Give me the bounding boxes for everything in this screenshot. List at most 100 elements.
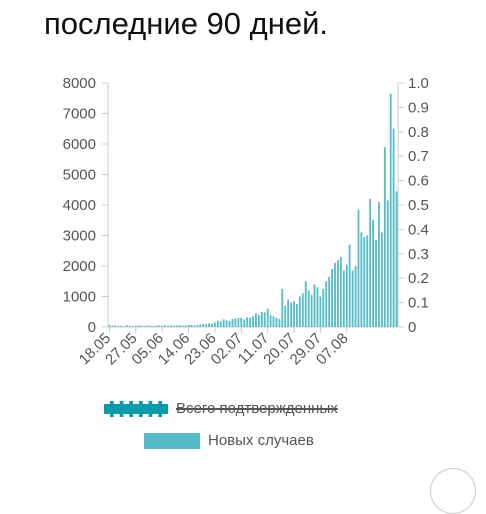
bar bbox=[114, 325, 117, 327]
y-tick-label: 6000 bbox=[63, 136, 96, 153]
bar bbox=[164, 325, 167, 327]
bar bbox=[293, 301, 295, 327]
bar bbox=[357, 209, 360, 327]
y2-tick-label: 0.8 bbox=[408, 124, 429, 141]
bar-chart: 0 1000 2000 3000 4000 5000 6000 7000 8000 0 0.1 0.2… bbox=[63, 75, 429, 368]
bar bbox=[339, 256, 342, 327]
bar bbox=[269, 314, 272, 327]
bar bbox=[322, 288, 325, 328]
bar bbox=[129, 325, 131, 327]
bar bbox=[243, 319, 246, 328]
bar bbox=[222, 319, 225, 328]
y-tick-label: 7000 bbox=[63, 106, 96, 123]
bar bbox=[187, 325, 190, 327]
bar bbox=[146, 325, 149, 327]
bar bbox=[108, 325, 111, 327]
y-tick-label: 1000 bbox=[63, 289, 96, 306]
legend-swatch-new bbox=[144, 432, 200, 449]
bar bbox=[389, 93, 392, 327]
bar bbox=[205, 324, 208, 327]
bar bbox=[313, 284, 316, 327]
bar bbox=[281, 288, 284, 328]
y-tick-label: 8000 bbox=[63, 75, 96, 92]
bar bbox=[184, 325, 187, 327]
bar bbox=[199, 324, 202, 327]
bar bbox=[158, 325, 161, 327]
bar bbox=[219, 321, 222, 327]
bar bbox=[228, 320, 231, 327]
bar bbox=[290, 302, 292, 327]
bar bbox=[111, 325, 114, 327]
bar bbox=[307, 290, 310, 327]
bar bbox=[392, 128, 395, 327]
y2-tick-label: 0.9 bbox=[408, 99, 429, 116]
bar bbox=[260, 311, 263, 327]
bar bbox=[237, 317, 240, 327]
bar bbox=[334, 262, 336, 327]
bar bbox=[161, 325, 164, 327]
y2-tick-label: 0.2 bbox=[408, 270, 429, 287]
bar bbox=[249, 317, 251, 327]
bar bbox=[170, 325, 172, 327]
bar bbox=[278, 319, 281, 327]
bar bbox=[348, 244, 351, 327]
legend-item-new-cases[interactable]: Новых случаев bbox=[144, 432, 314, 449]
bar bbox=[366, 235, 369, 327]
bar bbox=[257, 314, 260, 327]
bar bbox=[234, 318, 237, 327]
bar bbox=[196, 325, 199, 327]
bar bbox=[255, 313, 257, 327]
legend-item-total-confirmed[interactable]: Всего подтвержденных bbox=[104, 400, 338, 417]
bar bbox=[117, 326, 120, 327]
y-tick-label: 0 bbox=[88, 319, 96, 336]
bar bbox=[252, 316, 254, 327]
y2-tick-label: 0.4 bbox=[408, 221, 429, 238]
bar bbox=[263, 312, 266, 327]
bar bbox=[310, 294, 313, 327]
bar bbox=[155, 325, 158, 327]
y2-tick-label: 1.0 bbox=[408, 75, 429, 92]
bar bbox=[143, 326, 146, 327]
y2-tick-label: 0.1 bbox=[408, 295, 429, 312]
bar bbox=[395, 191, 398, 327]
bar bbox=[386, 200, 389, 327]
bar bbox=[240, 317, 243, 327]
bar bbox=[140, 325, 143, 327]
bar bbox=[304, 281, 307, 327]
y-tick-label: 3000 bbox=[63, 228, 96, 245]
bar bbox=[266, 308, 269, 327]
bar bbox=[380, 232, 383, 327]
bar bbox=[193, 325, 196, 327]
legend-label-total: Всего подтвержденных bbox=[176, 400, 338, 417]
bar bbox=[131, 326, 134, 327]
bar bbox=[272, 316, 275, 327]
page-heading: последние 90 дней. bbox=[44, 6, 329, 41]
y2-tick-label: 0.7 bbox=[408, 148, 429, 165]
bar bbox=[137, 325, 140, 327]
bar bbox=[316, 287, 319, 327]
bar bbox=[378, 201, 380, 327]
bar bbox=[351, 270, 354, 327]
floating-action-button[interactable] bbox=[430, 468, 476, 514]
bar bbox=[231, 319, 234, 327]
bar bbox=[287, 299, 290, 327]
y2-tick-label: 0.6 bbox=[408, 173, 429, 190]
bar bbox=[369, 198, 372, 327]
bar bbox=[152, 326, 155, 327]
bar bbox=[202, 323, 205, 327]
bar bbox=[173, 325, 175, 327]
bar bbox=[208, 323, 210, 327]
bar bbox=[149, 325, 152, 327]
bar bbox=[167, 325, 169, 327]
y-tick-label: 4000 bbox=[63, 197, 96, 214]
bar bbox=[181, 325, 184, 327]
bar bbox=[216, 320, 219, 327]
legend-label-new: Новых случаев bbox=[208, 432, 314, 449]
bar bbox=[134, 325, 137, 327]
bar bbox=[325, 281, 328, 327]
bar bbox=[298, 296, 301, 327]
bar bbox=[246, 317, 249, 327]
bar bbox=[178, 325, 181, 327]
bar bbox=[375, 240, 377, 327]
y2-tick-label: 0.3 bbox=[408, 246, 429, 263]
